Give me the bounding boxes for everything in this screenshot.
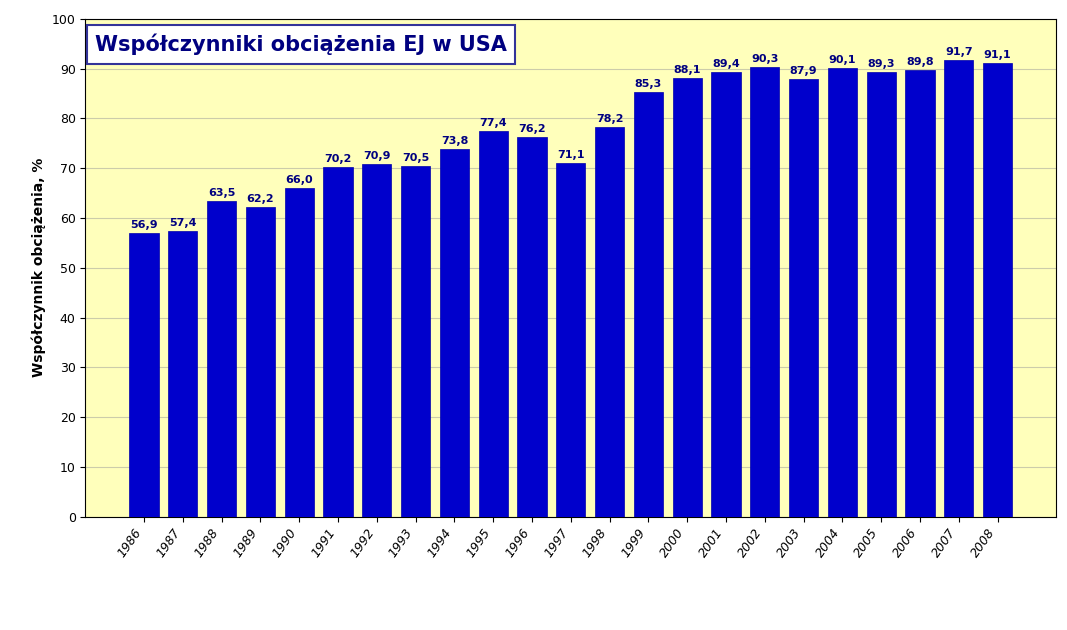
- Bar: [129, 233, 159, 517]
- Bar: [828, 68, 857, 517]
- Text: 90,3: 90,3: [751, 54, 779, 64]
- Bar: [207, 200, 236, 517]
- Bar: [634, 92, 663, 517]
- Text: 89,4: 89,4: [712, 59, 739, 69]
- Bar: [401, 166, 430, 517]
- Bar: [672, 78, 702, 517]
- Bar: [169, 231, 197, 517]
- Bar: [790, 79, 818, 517]
- Bar: [517, 137, 546, 517]
- Bar: [944, 60, 973, 517]
- Text: 73,8: 73,8: [441, 136, 468, 146]
- Text: 57,4: 57,4: [169, 218, 196, 228]
- Bar: [440, 149, 469, 517]
- Bar: [983, 63, 1013, 517]
- Bar: [285, 188, 314, 517]
- Bar: [595, 127, 624, 517]
- Text: 62,2: 62,2: [246, 194, 274, 204]
- Bar: [866, 72, 896, 517]
- Text: 88,1: 88,1: [673, 65, 701, 75]
- Text: 70,5: 70,5: [402, 152, 429, 163]
- Text: 90,1: 90,1: [829, 55, 856, 65]
- Text: 85,3: 85,3: [635, 79, 662, 89]
- Bar: [323, 167, 352, 517]
- Bar: [750, 67, 779, 517]
- Text: 63,5: 63,5: [208, 188, 236, 198]
- Bar: [712, 72, 740, 517]
- Bar: [479, 132, 508, 517]
- Text: Współczynniki obciążenia EJ w USA: Współczynniki obciążenia EJ w USA: [95, 34, 507, 55]
- Text: 78,2: 78,2: [595, 115, 623, 124]
- Text: 70,2: 70,2: [324, 154, 352, 164]
- Text: 89,3: 89,3: [867, 59, 895, 69]
- Text: 89,8: 89,8: [906, 57, 934, 67]
- Text: 91,1: 91,1: [984, 50, 1012, 60]
- Y-axis label: Współczynnik obciążenia, %: Współczynnik obciążenia, %: [32, 158, 46, 377]
- Text: 66,0: 66,0: [286, 175, 313, 185]
- Text: 87,9: 87,9: [790, 66, 817, 76]
- Text: 91,7: 91,7: [945, 47, 973, 57]
- Bar: [245, 207, 275, 517]
- Text: 77,4: 77,4: [479, 118, 507, 129]
- Text: 70,9: 70,9: [363, 151, 391, 161]
- Bar: [363, 164, 392, 517]
- Bar: [906, 70, 935, 517]
- Text: 56,9: 56,9: [130, 220, 158, 231]
- Text: 76,2: 76,2: [519, 124, 546, 134]
- Text: 71,1: 71,1: [557, 150, 585, 160]
- Bar: [556, 163, 586, 517]
